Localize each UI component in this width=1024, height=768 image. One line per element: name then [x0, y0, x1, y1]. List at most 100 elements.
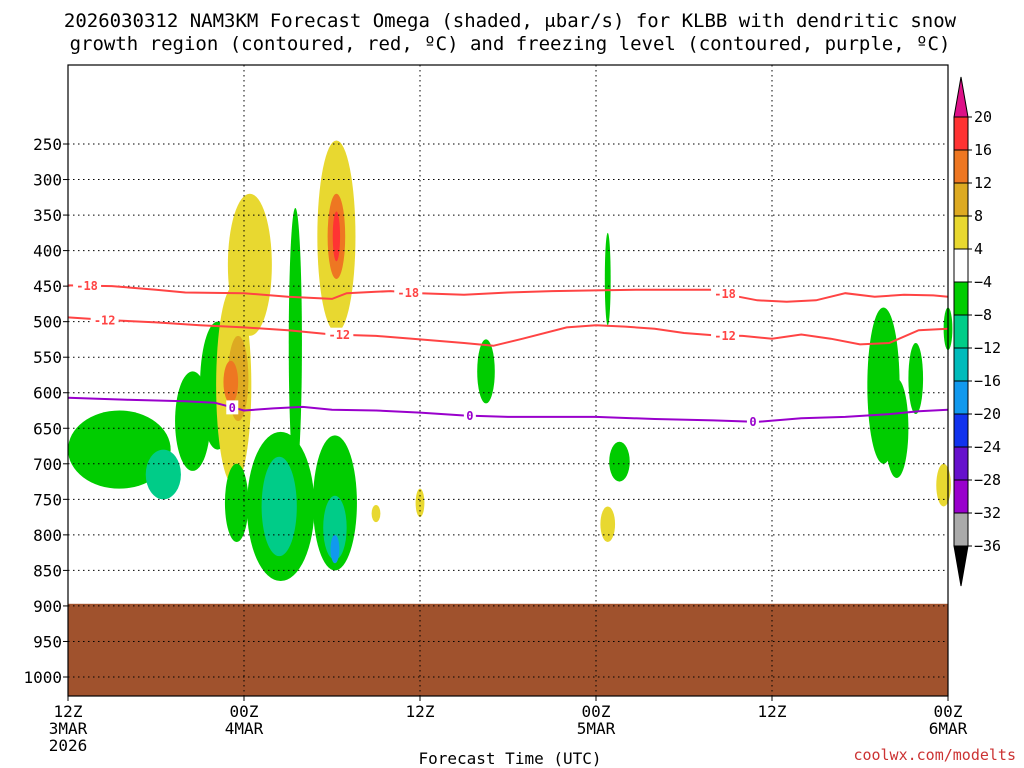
y-tick-label: 700 [33, 455, 62, 474]
omega-blob [68, 410, 171, 489]
contour-label-bg [463, 408, 476, 423]
contour-label: -18 [714, 287, 736, 301]
colorbar-swatch [953, 479, 969, 514]
colorbar-swatch [953, 446, 969, 481]
colorbar-label: −28 [974, 471, 1001, 489]
gridlines [68, 65, 948, 696]
omega-blob [884, 378, 909, 479]
omega-blob [604, 232, 611, 326]
colorbar-label: 8 [974, 207, 983, 225]
colorbar-swatch [953, 413, 969, 448]
colorbar-swatch [953, 380, 969, 415]
contour-label-bg [746, 414, 759, 429]
omega-blob [288, 207, 302, 479]
colorbar-label: −4 [974, 273, 992, 291]
y-tick-label: 450 [33, 277, 62, 296]
x-tick-label: 00Z [582, 702, 611, 721]
omega-blob [261, 456, 297, 557]
omega-blob [371, 505, 381, 523]
y-tick-label: 400 [33, 242, 62, 261]
contour-minus12 [67, 316, 949, 347]
contour-minus18 [67, 284, 949, 303]
contour-label: 0 [229, 401, 236, 415]
credit-text: coolwx.com/modelts [853, 746, 1016, 764]
y-tick-label: 600 [33, 384, 62, 403]
colorbar-swatch [953, 248, 969, 283]
omega-blob [609, 441, 630, 482]
contour-label-bg [394, 285, 423, 300]
y-axis-ticks: 250 300 350 400 450 500 550 600 650 700 750 800 850 9… [23, 135, 68, 687]
colorbar-label: 12 [974, 174, 992, 192]
y-tick-label: 900 [33, 597, 62, 616]
x-tick-label: 4MAR [225, 719, 264, 738]
omega-blob [600, 506, 616, 542]
contour-label: -12 [714, 329, 736, 343]
omega-blob [908, 342, 924, 415]
omega-blob [323, 495, 347, 560]
colorbar-bottom-arrow [953, 545, 969, 587]
y-tick-label: 850 [33, 561, 62, 580]
x-tick-label: 00Z [934, 702, 963, 721]
temperature-contours: -18 -18 -18 -12 -12 -12 0 0 0 [67, 278, 949, 429]
colorbar-label: 4 [974, 240, 983, 258]
colorbar-top-arrow [953, 76, 969, 118]
omega-blob [332, 211, 341, 262]
x-tick-label: 5MAR [577, 719, 616, 738]
y-tick-label: 300 [33, 171, 62, 190]
colorbar-label: −24 [974, 438, 1001, 456]
contour-label: 0 [466, 409, 473, 423]
x-axis-label: Forecast Time (UTC) [418, 749, 601, 768]
x-tick-label: 00Z [230, 702, 259, 721]
contour-label: -18 [397, 286, 419, 300]
contour-label: 0 [749, 415, 756, 429]
ground-layer [68, 603, 948, 696]
x-tick-label: 12Z [758, 702, 787, 721]
plot-frame [67, 64, 949, 697]
x-tick-label: 12Z [406, 702, 435, 721]
y-tick-label: 800 [33, 526, 62, 545]
y-tick-label: 500 [33, 313, 62, 332]
contour-label-bg [711, 286, 740, 301]
colorbar-label: −12 [974, 339, 1001, 357]
ground-fill [68, 603, 948, 696]
y-tick-label: 950 [33, 632, 62, 651]
colorbar-label: 16 [974, 141, 992, 159]
colorbar-swatch [953, 512, 969, 547]
y-tick-label: 350 [33, 206, 62, 225]
y-tick-label: 750 [33, 490, 62, 509]
contour-label-bg [90, 312, 119, 327]
y-tick-label: 650 [33, 419, 62, 438]
colorbar-label: −20 [974, 405, 1001, 423]
colorbar-swatch [953, 182, 969, 217]
colorbar-swatch [953, 314, 969, 349]
colorbar-label: −36 [974, 537, 1001, 555]
colorbar-swatch [953, 149, 969, 184]
colorbar-swatch [953, 281, 969, 316]
chart-title-line1: 2026030312 NAM3KM Forecast Omega (shaded… [64, 10, 957, 32]
y-tick-label: 1000 [23, 668, 62, 687]
chart-title-line2: growth region (contoured, red, ºC) and f… [70, 33, 951, 55]
colorbar: 20 16 12 8 4 −4 −8 −12 −16 −20 −24 −28 −32 −36 [953, 76, 1001, 587]
y-tick-label: 550 [33, 348, 62, 367]
x-tick-label: 6MAR [929, 719, 968, 738]
colorbar-swatch [953, 116, 969, 151]
contour-label: -12 [328, 328, 350, 342]
x-tick-label: 3MAR [49, 719, 88, 738]
plot-area: -18 -18 -18 -12 -12 -12 0 0 0 [67, 64, 953, 697]
contour-label: -12 [94, 313, 116, 327]
omega-shading-layer [68, 140, 953, 582]
omega-blob [224, 463, 249, 542]
omega-blob [415, 488, 425, 518]
omega-blob [330, 534, 340, 564]
y-tick-label: 250 [33, 135, 62, 154]
colorbar-swatch [953, 347, 969, 382]
omega-blob [145, 449, 181, 500]
omega-blob [223, 360, 239, 404]
contour-label-bg [711, 328, 740, 343]
x-tick-label: 2026 [49, 736, 88, 755]
x-tick-label: 12Z [54, 702, 83, 721]
contour-label-bg [73, 278, 102, 293]
colorbar-label: 20 [974, 108, 992, 126]
